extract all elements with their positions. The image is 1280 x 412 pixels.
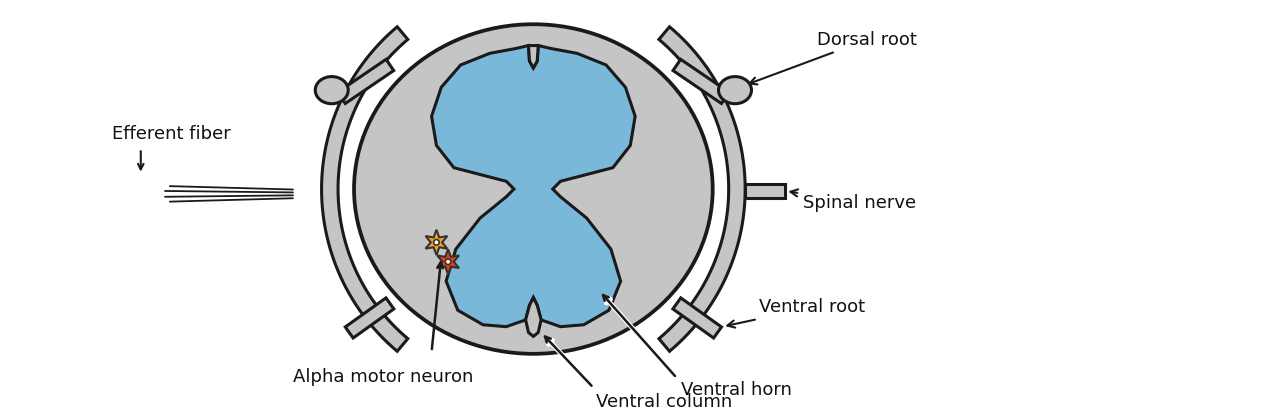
Text: Efferent fiber: Efferent fiber xyxy=(111,124,230,143)
Text: Spinal nerve: Spinal nerve xyxy=(791,190,916,212)
Text: Alpha motor neuron: Alpha motor neuron xyxy=(293,368,474,386)
Circle shape xyxy=(445,259,451,265)
Ellipse shape xyxy=(315,77,348,104)
Circle shape xyxy=(434,239,439,245)
Polygon shape xyxy=(438,249,460,274)
Text: Ventral horn: Ventral horn xyxy=(681,381,791,399)
Polygon shape xyxy=(321,27,408,351)
Polygon shape xyxy=(673,298,722,338)
Polygon shape xyxy=(338,59,394,103)
Text: Ventral column: Ventral column xyxy=(596,393,732,411)
Polygon shape xyxy=(425,230,447,255)
Polygon shape xyxy=(529,46,538,68)
Text: Ventral root: Ventral root xyxy=(727,298,865,328)
Polygon shape xyxy=(659,27,745,351)
Polygon shape xyxy=(673,59,730,103)
Ellipse shape xyxy=(718,77,751,104)
Ellipse shape xyxy=(355,24,713,354)
Polygon shape xyxy=(745,184,786,198)
Polygon shape xyxy=(346,298,394,338)
Polygon shape xyxy=(431,46,635,327)
Text: Dorsal root: Dorsal root xyxy=(750,31,918,84)
Polygon shape xyxy=(526,297,541,336)
